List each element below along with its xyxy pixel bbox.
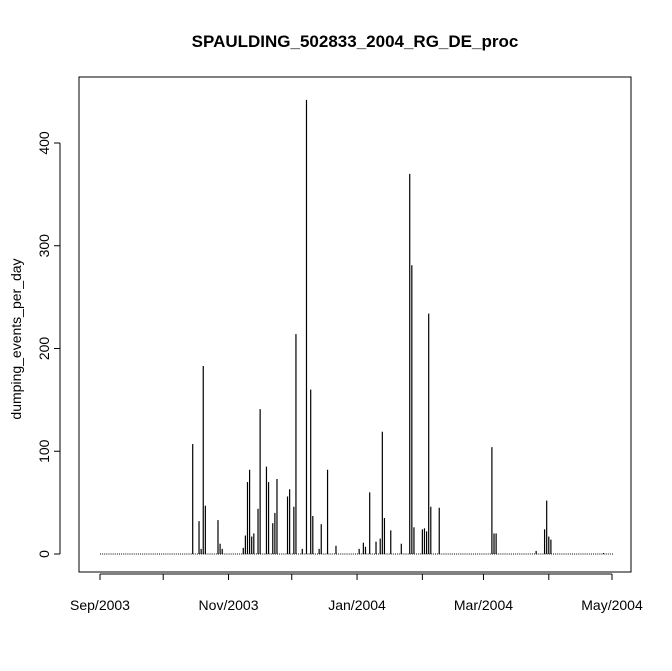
y-tick-label: 0 <box>36 550 52 558</box>
y-tick-label: 400 <box>36 131 52 155</box>
y-tick-label: 200 <box>36 337 52 361</box>
x-tick-label: Sep/2003 <box>70 597 130 613</box>
x-tick-label: May/2004 <box>581 597 643 613</box>
x-tick-label: Nov/2003 <box>199 597 259 613</box>
y-tick-label: 100 <box>36 439 52 463</box>
x-tick-label: Mar/2004 <box>454 597 513 613</box>
y-axis: 0 100 200 300 400 <box>36 131 61 558</box>
bars-group <box>192 99 605 554</box>
chart-title: SPAULDING_502833_2004_RG_DE_proc <box>192 32 519 51</box>
y-tick-label: 300 <box>36 234 52 258</box>
plot-frame <box>78 76 632 573</box>
y-axis-label: dumping_events_per_day <box>8 258 24 419</box>
x-axis: Sep/2003 Nov/2003 Jan/2004 Mar/2004 May/2004 <box>70 573 643 613</box>
x-tick-label: Jan/2004 <box>328 597 386 613</box>
